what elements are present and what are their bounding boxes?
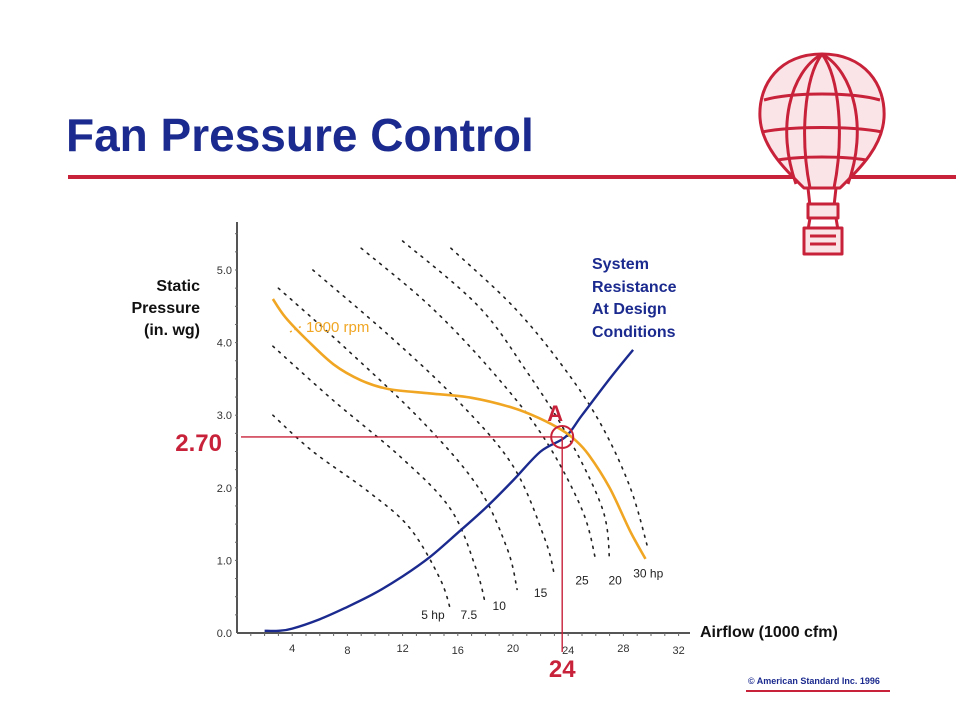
operating-point-label: A: [547, 401, 563, 426]
x-tick-label: 4: [289, 643, 295, 655]
hp-curve-label: 5 hp: [421, 608, 445, 622]
hp-curve: [360, 247, 597, 562]
y-tick-label: 0.0: [217, 628, 232, 640]
x-tick-label: 28: [617, 643, 629, 655]
hp-curve-label: 7.5: [460, 608, 477, 622]
hp-curve: [401, 240, 611, 562]
x-tick-label: 8: [344, 645, 350, 657]
copyright-divider: [746, 690, 890, 692]
hp-curve: [272, 414, 452, 612]
hp-curve-label: 15: [534, 586, 548, 600]
y-tick-label: 4.0: [217, 338, 232, 350]
fan-curve-leader: [289, 325, 303, 333]
hp-curve: [450, 247, 649, 551]
hp-curve: [272, 345, 487, 605]
y-axis-label-line: (in. wg): [144, 322, 200, 339]
system-curve-label-line: System: [592, 256, 649, 273]
hp-curve: [277, 287, 518, 591]
operating-point-marker: [550, 424, 575, 449]
hp-curve: [312, 269, 556, 576]
system-curve-label-line: At Design: [592, 301, 667, 318]
system-resistance-curve: [264, 349, 635, 633]
fan-curve-label: 1000 rpm: [306, 319, 369, 336]
hp-curve-label: 25: [575, 574, 589, 588]
y-axis-label-line: Static: [156, 278, 200, 295]
y-axis-label-line: Pressure: [131, 300, 201, 317]
copyright-notice: © American Standard Inc. 1996: [748, 676, 880, 686]
y-tick-label: 3.0: [217, 410, 232, 422]
x-tick-label: 12: [396, 643, 408, 655]
hp-curve-label: 30 hp: [633, 566, 663, 580]
hp-curve-label: 10: [493, 599, 507, 613]
x-tick-label: 16: [452, 645, 464, 657]
y-axis-label: Static Pressure (in. wg): [90, 276, 201, 342]
system-curve-label-line: Conditions: [592, 323, 676, 341]
hot-air-balloon-icon: [758, 52, 886, 256]
x-axis-label: Airflow (1000 cfm): [700, 624, 838, 641]
y-tick-label: 5.0: [217, 265, 232, 277]
system-curve-label: System Resistance At Design Conditions: [592, 254, 677, 344]
operating-airflow-callout: 24: [549, 656, 576, 683]
y-tick-label: 2.0: [217, 483, 232, 495]
operating-pressure-callout: 2.70: [175, 430, 222, 457]
fan-curve-1000-rpm: [271, 298, 647, 560]
system-curve-label-line: Resistance: [592, 278, 677, 296]
x-tick-label: 32: [672, 645, 684, 657]
y-tick-label: 1.0: [217, 555, 232, 567]
x-tick-label: 20: [507, 643, 519, 655]
slide-title: Fan Pressure Control: [66, 109, 534, 161]
x-tick-label: 24: [562, 645, 574, 657]
title-divider: [68, 175, 956, 179]
hp-curve-label: 20: [608, 574, 622, 588]
